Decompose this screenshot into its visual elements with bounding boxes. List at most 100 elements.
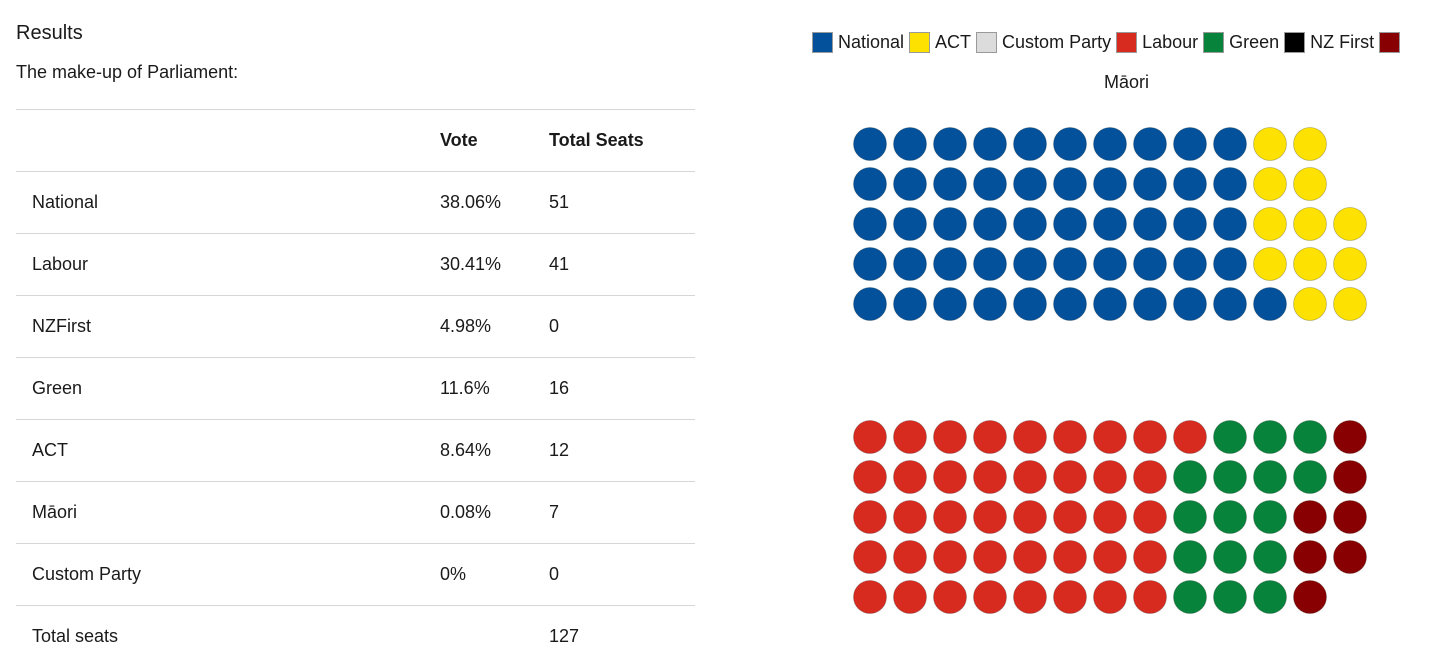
seat-dot-national xyxy=(974,168,1007,201)
legend-swatch xyxy=(909,32,930,53)
seat-dot-green xyxy=(1174,501,1207,534)
seat-dot-labour xyxy=(934,501,967,534)
seat-dot-labour xyxy=(1134,581,1167,614)
results-subtitle: The make-up of Parliament: xyxy=(16,62,238,83)
party-name: Custom Party xyxy=(16,544,440,606)
seat-dot-labour xyxy=(1134,421,1167,454)
results-table: Vote Total Seats National 38.06% 51 Labo… xyxy=(16,109,695,667)
party-name: Māori xyxy=(16,482,440,544)
party-vote: 38.06% xyxy=(440,172,549,234)
seat-dot-national xyxy=(1174,248,1207,281)
seat-dot-labour xyxy=(974,501,1007,534)
seat-dot-labour xyxy=(894,421,927,454)
seat-dot-national xyxy=(894,248,927,281)
seat-dot-green xyxy=(1294,461,1327,494)
seat-dot-labour xyxy=(934,541,967,574)
seat-dot-green xyxy=(1214,541,1247,574)
seat-dot-labour xyxy=(894,461,927,494)
seat-dot-national xyxy=(1214,288,1247,321)
seat-dot-national xyxy=(1014,168,1047,201)
seat-dot-act xyxy=(1254,168,1287,201)
seat-dot-national xyxy=(1134,128,1167,161)
party-seats: 41 xyxy=(549,234,695,296)
seat-dot-labour xyxy=(1014,421,1047,454)
table-row: NZFirst 4.98% 0 xyxy=(16,296,695,358)
seat-dot-national xyxy=(1174,208,1207,241)
legend-item: NZ First xyxy=(1284,32,1374,53)
party-name: ACT xyxy=(16,420,440,482)
legend-swatch xyxy=(1203,32,1224,53)
seat-dot-national xyxy=(1094,128,1127,161)
seat-dot-labour xyxy=(1094,581,1127,614)
seat-dot-labour xyxy=(974,421,1007,454)
seat-dot-labour xyxy=(894,581,927,614)
seat-dot-labour xyxy=(1014,541,1047,574)
seat-dot-green xyxy=(1174,581,1207,614)
seat-dot-national xyxy=(1134,288,1167,321)
seat-dot-national xyxy=(1134,248,1167,281)
seat-dot-national xyxy=(854,248,887,281)
seat-dot-act xyxy=(1254,248,1287,281)
seat-dot-act xyxy=(1294,288,1327,321)
seat-dot-m-ori xyxy=(1294,581,1327,614)
seat-dot-national xyxy=(854,208,887,241)
seat-dot-labour xyxy=(934,581,967,614)
legend-item: National xyxy=(812,32,904,53)
seat-dot-m-ori xyxy=(1334,541,1367,574)
seat-dot-labour xyxy=(854,421,887,454)
legend-swatch xyxy=(1379,32,1400,53)
seat-dot-labour xyxy=(1134,501,1167,534)
seat-dot-national xyxy=(934,248,967,281)
total-vote xyxy=(440,606,549,667)
seat-dot-labour xyxy=(1094,541,1127,574)
seat-chart xyxy=(840,115,1400,625)
seat-dot-labour xyxy=(1094,461,1127,494)
seat-dot-labour xyxy=(974,581,1007,614)
seat-dot-green xyxy=(1214,421,1247,454)
party-seats: 16 xyxy=(549,358,695,420)
seat-dot-national xyxy=(894,288,927,321)
party-name: NZFirst xyxy=(16,296,440,358)
seat-dot-national xyxy=(1174,288,1207,321)
legend-swatch xyxy=(1284,32,1305,53)
seat-dot-act xyxy=(1294,208,1327,241)
seat-dot-act xyxy=(1294,168,1327,201)
party-name: Green xyxy=(16,358,440,420)
seat-dot-national xyxy=(934,288,967,321)
seat-dot-act xyxy=(1294,248,1327,281)
seat-dot-national xyxy=(1014,288,1047,321)
seat-dot-national xyxy=(974,288,1007,321)
legend-label: Green xyxy=(1229,32,1279,53)
seat-dot-green xyxy=(1254,501,1287,534)
party-vote: 0% xyxy=(440,544,549,606)
seat-dot-m-ori xyxy=(1294,541,1327,574)
legend-label: National xyxy=(838,32,904,53)
seat-dot-green xyxy=(1254,421,1287,454)
total-label: Total seats xyxy=(16,606,440,667)
seat-dot-m-ori xyxy=(1294,501,1327,534)
party-name: National xyxy=(16,172,440,234)
seat-dot-green xyxy=(1254,541,1287,574)
seat-dot-national xyxy=(1134,168,1167,201)
seat-dot-m-ori xyxy=(1334,461,1367,494)
header-vote: Vote xyxy=(440,110,549,172)
legend-label: Māori xyxy=(1104,72,1149,93)
seat-dot-national xyxy=(1174,168,1207,201)
seat-dot-green xyxy=(1254,581,1287,614)
seat-dot-national xyxy=(974,208,1007,241)
seat-dot-act xyxy=(1334,288,1367,321)
legend-swatch xyxy=(1116,32,1137,53)
seat-dot-national xyxy=(894,168,927,201)
seat-dot-labour xyxy=(1054,421,1087,454)
seat-dot-national xyxy=(1094,168,1127,201)
party-vote: 8.64% xyxy=(440,420,549,482)
party-vote: 0.08% xyxy=(440,482,549,544)
legend-item xyxy=(1379,32,1405,53)
seat-dot-national xyxy=(934,208,967,241)
party-seats: 0 xyxy=(549,544,695,606)
seat-dot-national xyxy=(974,248,1007,281)
seat-dot-green xyxy=(1294,421,1327,454)
seat-dot-national xyxy=(854,128,887,161)
seat-dot-labour xyxy=(854,541,887,574)
seat-dot-national xyxy=(1054,128,1087,161)
